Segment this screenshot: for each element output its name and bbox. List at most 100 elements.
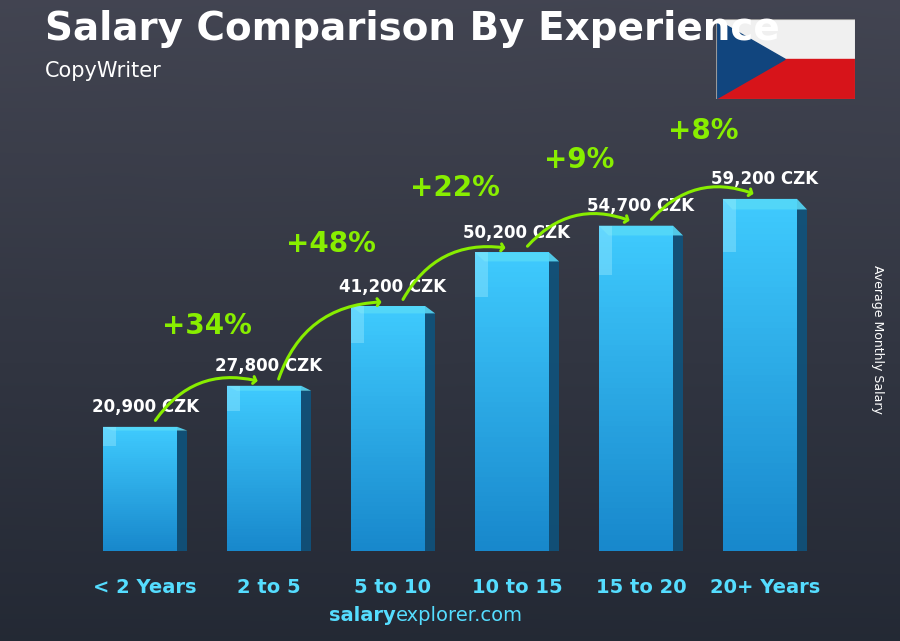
Bar [475, 492, 549, 497]
Bar [351, 445, 425, 449]
Bar [103, 508, 177, 510]
Bar [723, 534, 797, 540]
Bar [723, 228, 797, 234]
Bar [351, 363, 425, 367]
Bar [103, 472, 177, 474]
Bar [723, 540, 797, 545]
Bar [227, 394, 302, 397]
Bar [723, 481, 797, 487]
Bar [351, 420, 425, 424]
Bar [351, 490, 425, 494]
Bar [103, 444, 177, 445]
Bar [351, 379, 425, 384]
Bar [475, 352, 549, 357]
Bar [475, 303, 549, 307]
Bar [723, 322, 797, 328]
Bar [723, 375, 797, 381]
Bar [103, 528, 177, 531]
Bar [723, 475, 797, 481]
Bar [723, 199, 797, 204]
Bar [103, 543, 177, 545]
Polygon shape [723, 199, 807, 210]
Bar [227, 488, 302, 490]
Bar [475, 332, 549, 337]
Bar [475, 407, 549, 412]
Bar [598, 475, 673, 481]
Bar [723, 404, 797, 410]
Bar [475, 517, 549, 521]
Bar [103, 512, 177, 514]
Bar [351, 453, 425, 457]
Bar [227, 502, 302, 504]
Text: 10 to 15: 10 to 15 [472, 578, 562, 597]
Bar [351, 400, 425, 404]
Bar [716, 19, 855, 60]
Bar [351, 539, 425, 543]
Bar [227, 485, 302, 488]
Bar [598, 421, 673, 426]
Bar [475, 287, 549, 292]
Bar [475, 481, 549, 487]
Bar [103, 510, 177, 512]
Bar [351, 376, 425, 379]
Bar [103, 469, 177, 470]
Bar [351, 494, 425, 498]
Bar [227, 479, 302, 482]
Bar [351, 478, 425, 482]
Bar [598, 302, 673, 307]
Bar [227, 460, 302, 463]
Bar [475, 452, 549, 456]
Bar [598, 226, 612, 274]
Bar [723, 422, 797, 428]
Bar [598, 329, 673, 334]
Bar [351, 543, 425, 547]
Bar [103, 435, 177, 437]
Bar [475, 506, 549, 512]
Bar [103, 504, 177, 506]
Bar [103, 433, 177, 435]
Bar [598, 497, 673, 503]
Text: 59,200 CZK: 59,200 CZK [711, 171, 818, 188]
Bar [103, 429, 177, 431]
Bar [475, 442, 549, 447]
Bar [723, 434, 797, 440]
Bar [227, 422, 302, 424]
Bar [227, 399, 302, 403]
Bar [598, 492, 673, 497]
Bar [475, 272, 549, 278]
Bar [103, 466, 177, 469]
Bar [351, 547, 425, 551]
Bar [103, 431, 177, 433]
Bar [475, 422, 549, 427]
Bar [475, 541, 549, 546]
Bar [351, 510, 425, 515]
Bar [227, 444, 302, 447]
Bar [598, 296, 673, 302]
Bar [475, 377, 549, 382]
Bar [723, 340, 797, 345]
Bar [598, 432, 673, 437]
Bar [103, 452, 177, 454]
Bar [227, 441, 302, 444]
Bar [227, 513, 302, 515]
Bar [598, 394, 673, 399]
Bar [425, 313, 435, 551]
FancyArrowPatch shape [403, 244, 504, 299]
Bar [475, 297, 549, 303]
Bar [351, 408, 425, 412]
Bar [723, 281, 797, 287]
Bar [598, 269, 673, 274]
Bar [103, 447, 177, 450]
Bar [351, 522, 425, 527]
Bar [598, 481, 673, 486]
Bar [103, 514, 177, 516]
Bar [598, 508, 673, 513]
Bar [227, 507, 302, 510]
Bar [723, 463, 797, 469]
Bar [227, 435, 302, 438]
Bar [351, 347, 425, 351]
Bar [351, 502, 425, 506]
Bar [723, 492, 797, 499]
Bar [351, 457, 425, 462]
Bar [475, 546, 549, 551]
